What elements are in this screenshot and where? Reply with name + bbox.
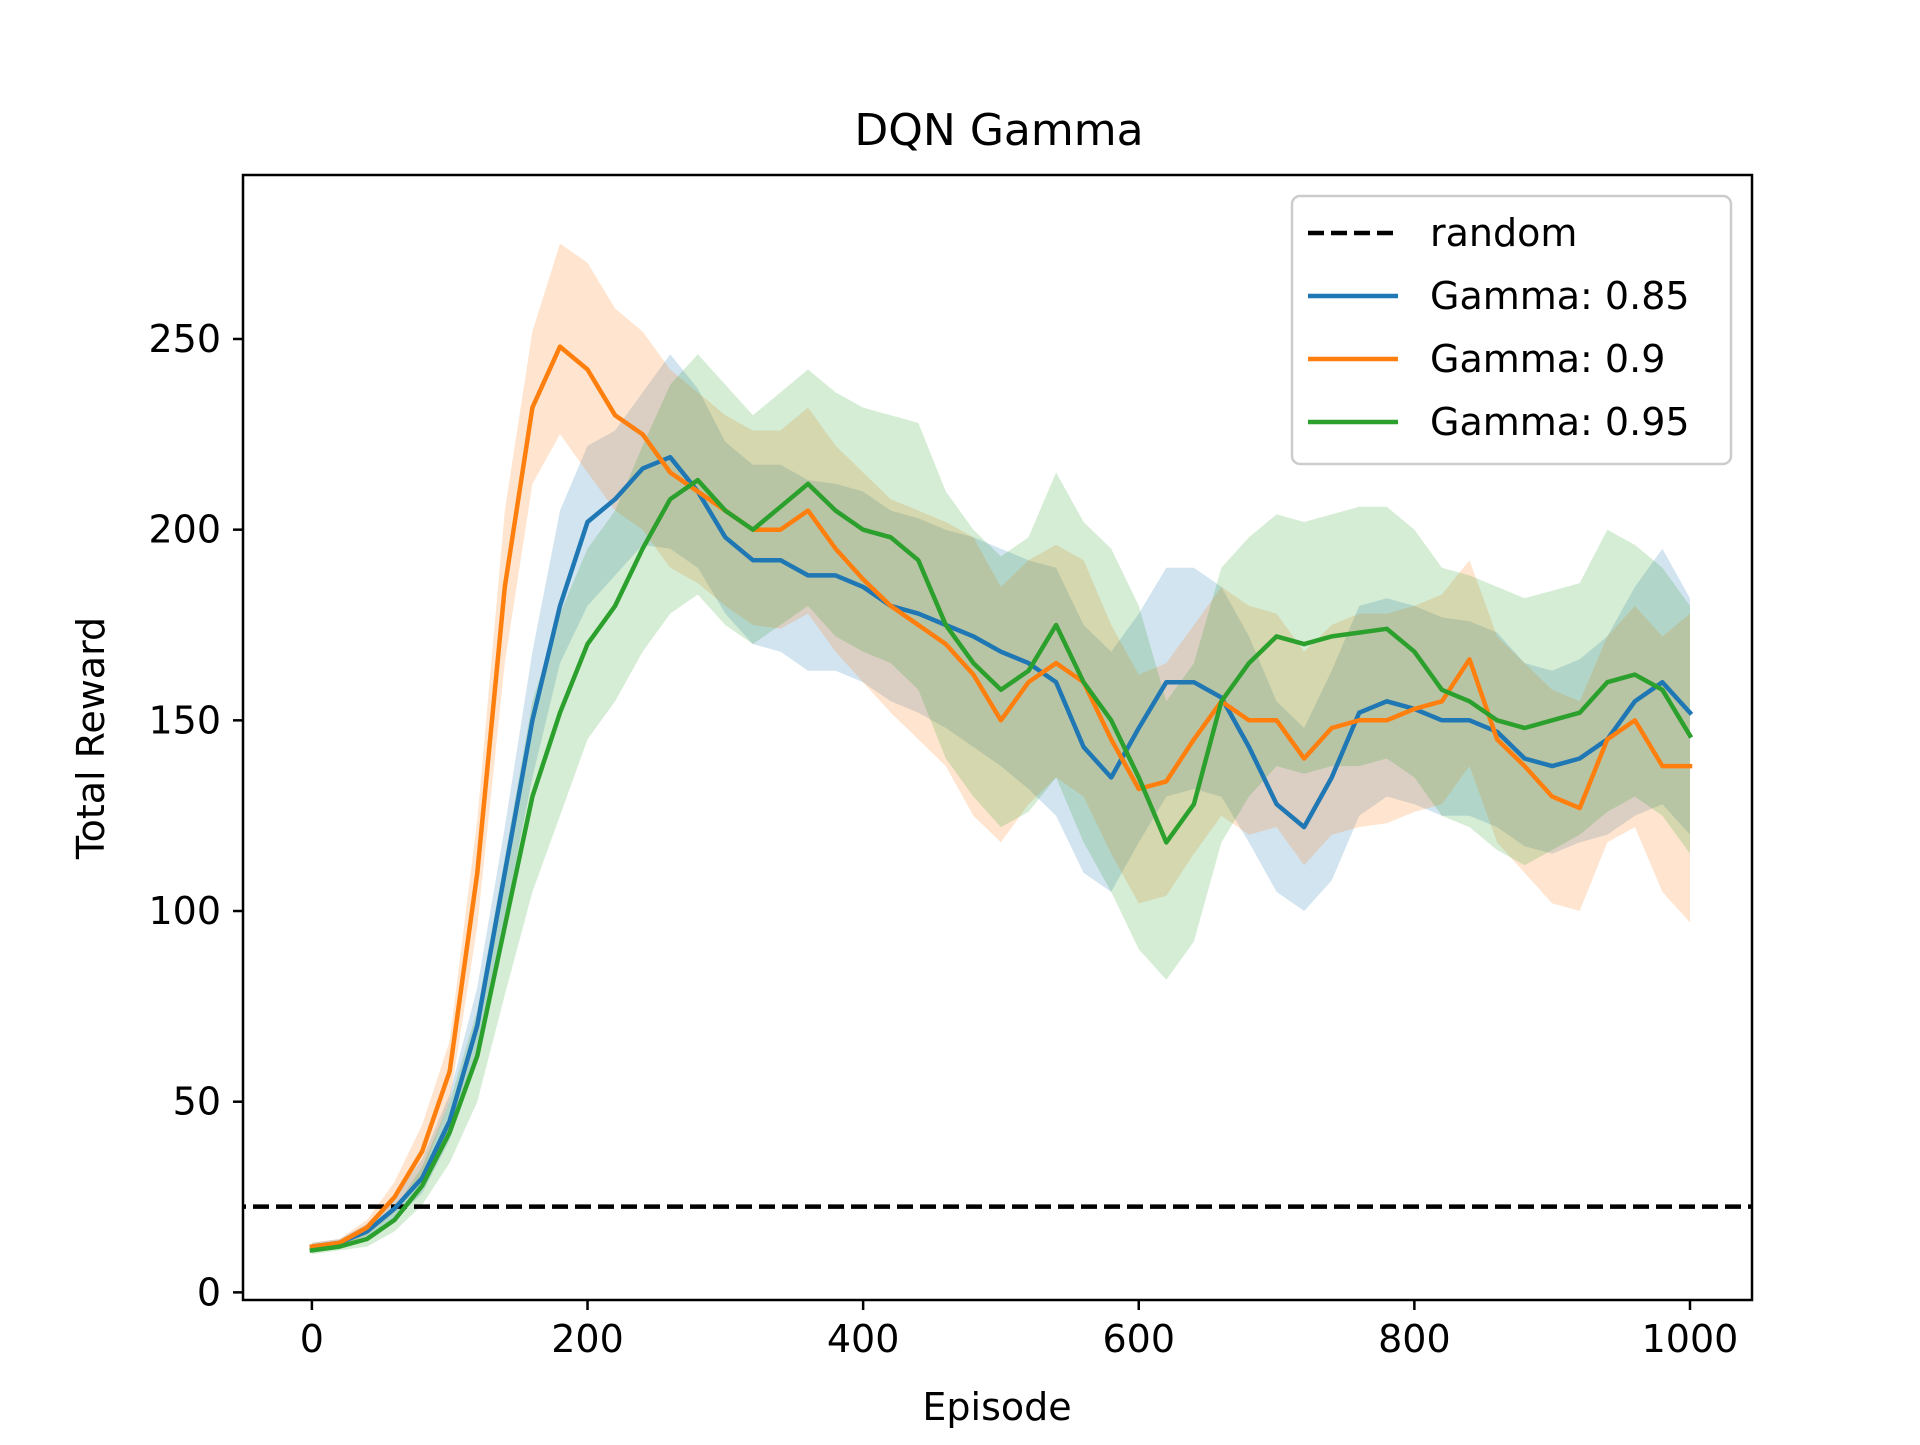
x-tick-label: 800 [1378, 1317, 1451, 1361]
legend-label-gamma-0.95: Gamma: 0.95 [1430, 400, 1690, 444]
x-tick-label: 600 [1102, 1317, 1175, 1361]
legend-label-gamma-0.9: Gamma: 0.9 [1430, 337, 1665, 381]
x-axis-label: Episode [922, 1385, 1071, 1429]
y-tick-label: 200 [148, 508, 221, 552]
band-gamma-0.9 [311, 243, 1690, 1251]
line-gamma-0.85 [309, 454, 1694, 1250]
y-axis-label: Total Reward [69, 617, 113, 860]
x-tick-label: 0 [300, 1317, 324, 1361]
x-tick-label: 400 [827, 1317, 900, 1361]
x-tick-label: 1000 [1642, 1317, 1739, 1361]
legend: random Gamma: 0.85 Gamma: 0.9 Gamma: 0.9… [1290, 194, 1733, 466]
line-gamma-0.9 [309, 344, 1693, 1250]
x-axis-ticks: 0 200 400 600 800 1000 [300, 1300, 1739, 1361]
y-axis-ticks: 0 50 100 150 200 250 [148, 317, 243, 1314]
confidence-bands [311, 243, 1690, 1255]
line-gamma-0.95 [309, 477, 1694, 1253]
plot-frame [241, 173, 1754, 1302]
y-tick-label: 100 [148, 889, 221, 933]
y-tick-label: 150 [148, 698, 221, 742]
y-tick-label: 250 [148, 317, 221, 361]
band-gamma-0.95 [311, 354, 1690, 1255]
chart-title: DQN Gamma [854, 105, 1143, 156]
x-tick-label: 200 [551, 1317, 624, 1361]
legend-label-random: random [1430, 211, 1577, 255]
band-gamma-0.85 [311, 354, 1690, 1251]
y-tick-label: 50 [173, 1080, 221, 1124]
y-tick-label: 0 [197, 1270, 221, 1314]
legend-box [1290, 194, 1733, 466]
series-lines [309, 344, 1694, 1253]
legend-label-gamma-0.85: Gamma: 0.85 [1430, 274, 1690, 318]
